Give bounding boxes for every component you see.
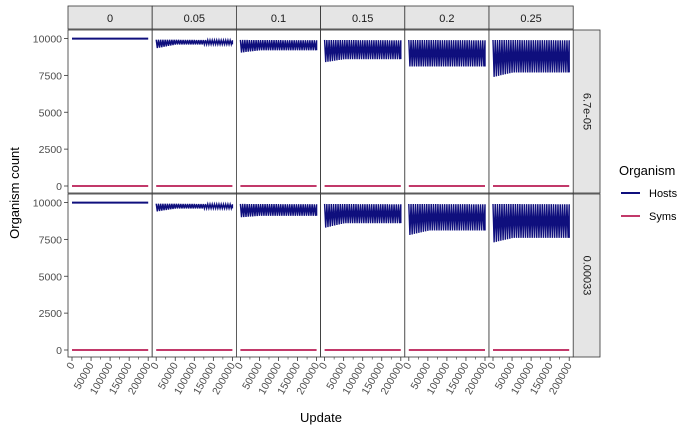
series-line-hosts bbox=[239, 203, 318, 218]
facet-strips: 0 0.05 0.1 0.15 0.2 0.25 6.7e-05 0.00033 bbox=[67, 5, 601, 358]
series-line-hosts bbox=[408, 203, 486, 235]
series-line-hosts bbox=[323, 203, 402, 228]
series-line-hosts bbox=[408, 39, 486, 67]
facet-panel bbox=[67, 29, 153, 194]
series-line-hosts bbox=[239, 39, 318, 53]
facet-panels bbox=[67, 29, 574, 358]
facet-strip-row bbox=[572, 29, 601, 194]
y-tick-label: 5000 bbox=[39, 107, 63, 119]
y-tick-label: 10000 bbox=[33, 198, 62, 210]
y-tick-label: 7500 bbox=[39, 234, 63, 246]
legend-title: Organism bbox=[619, 163, 675, 178]
legend-label-hosts: Hosts bbox=[649, 188, 678, 200]
series-line-hosts bbox=[492, 203, 570, 243]
facet-panel bbox=[151, 29, 237, 194]
facet-strip-label: 0.25 bbox=[520, 13, 541, 25]
legend: Organism Hosts Syms bbox=[619, 163, 678, 223]
facet-panel bbox=[67, 193, 153, 358]
facet-strip-label: 6.7e-05 bbox=[581, 93, 593, 130]
facet-strip-col bbox=[488, 5, 574, 30]
y-tick-label: 2500 bbox=[39, 308, 63, 320]
series-line-hosts bbox=[155, 37, 234, 49]
y-axis-title: Organism count bbox=[7, 147, 22, 239]
facet-strip-label: 0.05 bbox=[184, 13, 205, 25]
facet-panel bbox=[235, 193, 321, 358]
facet-strip-label: 0 bbox=[107, 13, 113, 25]
series-line-hosts bbox=[155, 201, 234, 212]
y-tick-label: 0 bbox=[56, 181, 62, 193]
facet-strip-row bbox=[572, 193, 601, 358]
y-tick-label: 0 bbox=[56, 345, 62, 357]
x-tick-label: 0 bbox=[64, 360, 77, 371]
y-tick-label: 5000 bbox=[39, 271, 63, 283]
facet-strip-label: 0.2 bbox=[439, 13, 454, 25]
series-line-hosts bbox=[323, 39, 402, 63]
legend-label-syms: Syms bbox=[649, 211, 677, 223]
x-tick-label: 0 bbox=[233, 360, 246, 371]
x-tick-label: 0 bbox=[148, 360, 161, 371]
facet-strip-label: 0.15 bbox=[352, 13, 373, 25]
facet-panel bbox=[151, 193, 237, 358]
y-tick-label: 2500 bbox=[39, 144, 63, 156]
x-tick-label: 0 bbox=[485, 360, 498, 371]
x-tick-label: 0 bbox=[401, 360, 414, 371]
y-tick-label: 10000 bbox=[33, 34, 62, 46]
series-lines bbox=[72, 37, 570, 351]
facet-strip-label: 0.1 bbox=[271, 13, 286, 25]
facet-panel bbox=[235, 29, 321, 194]
series-line-hosts bbox=[492, 39, 570, 77]
x-tick-label: 0 bbox=[317, 360, 330, 371]
y-tick-label: 7500 bbox=[39, 70, 63, 82]
facet-strip-label: 0.00033 bbox=[581, 256, 593, 296]
x-axis-title: Update bbox=[300, 410, 342, 425]
